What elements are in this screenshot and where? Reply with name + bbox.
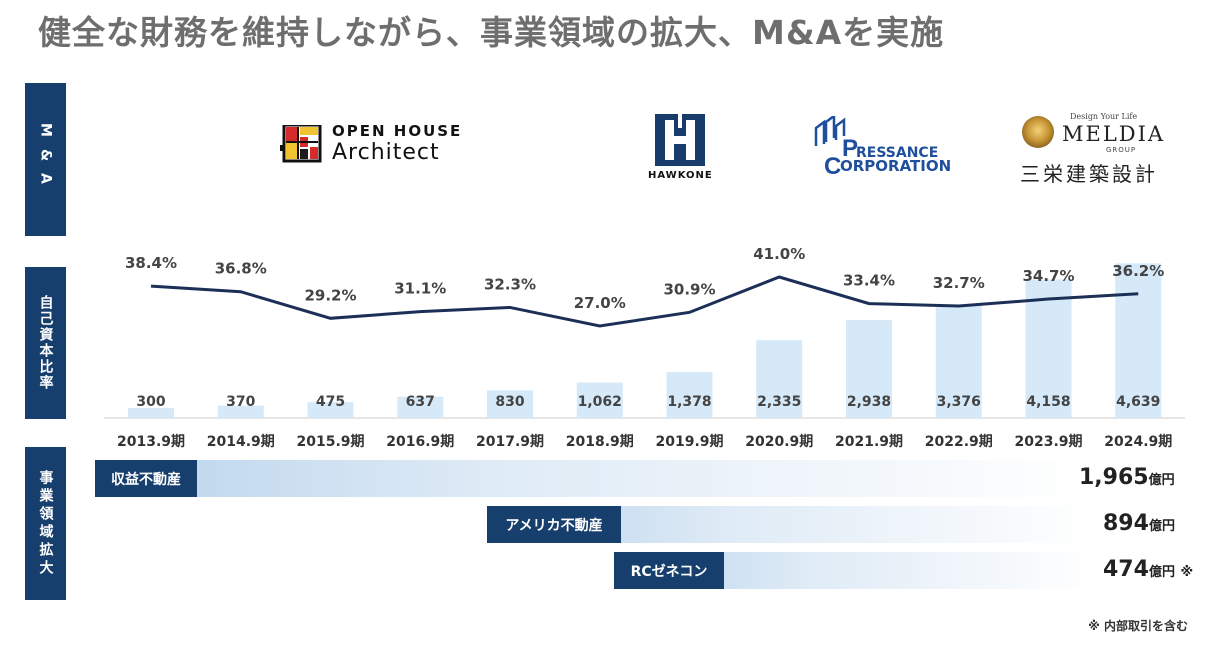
bar	[217, 405, 264, 418]
domain-bar-fill	[95, 460, 1095, 497]
domain-bar-us-real-estate: アメリカ不動産	[487, 506, 1095, 543]
line-label: 30.9%	[663, 280, 715, 298]
domain-value-number: 894	[1103, 511, 1149, 536]
line-label: 33.4%	[843, 272, 895, 290]
section-label-domain-expansion: 事業領域拡大	[25, 447, 66, 600]
footnote: ※ 内部取引を含む	[1088, 619, 1188, 633]
line-label: 32.7%	[933, 274, 985, 292]
hawkone-logo: HAWKONE	[648, 114, 712, 186]
line-label: 36.8%	[215, 260, 267, 278]
bar-label: 1,378	[667, 394, 711, 410]
domain-value-number: 1,965	[1079, 465, 1149, 490]
pressance-logo-text: RESSANCE	[856, 145, 939, 161]
x-tick-label: 2019.9期	[655, 434, 723, 450]
bar-label: 4,158	[1026, 394, 1070, 410]
section-label-ma: M & A	[25, 83, 66, 236]
bar	[1115, 263, 1162, 418]
pressance-building-icon: P C	[814, 116, 858, 178]
bar-label: 370	[226, 394, 255, 410]
bar	[846, 320, 892, 418]
x-tick-label: 2013.9期	[117, 434, 185, 450]
meldia-group-text: GROUP	[1106, 146, 1137, 154]
section-label-ma-3: A	[37, 173, 54, 196]
bar	[128, 408, 174, 418]
x-tick-label: 2022.9期	[925, 434, 993, 450]
meldia-emblem-icon	[1022, 116, 1054, 148]
meldia-tagline: Design Your Life	[1070, 112, 1138, 121]
domain-bar-revenue-real-estate: 収益不動産	[95, 460, 1095, 497]
x-tick-label: 2021.9期	[835, 434, 903, 450]
line-label: 38.4%	[125, 254, 177, 272]
open-house-architect-logo: OPEN HOUSE Architect	[280, 120, 460, 170]
open-house-logo-text: OPEN HOUSE	[332, 122, 463, 140]
domain-value-number: 474	[1103, 557, 1149, 582]
domain-value: 474億円 ※	[1103, 557, 1193, 582]
bar	[756, 340, 803, 418]
bar	[307, 402, 354, 418]
x-tick-label: 2023.9期	[1014, 434, 1082, 450]
line-label: 34.7%	[1022, 267, 1074, 285]
architect-logo-text: Architect	[332, 140, 440, 165]
bar-label: 475	[316, 394, 345, 410]
bar	[1025, 279, 1072, 418]
section-label-equity-ratio: 自己資本比率	[25, 267, 66, 419]
line-label: 27.0%	[574, 294, 626, 312]
domain-value: 894億円	[1103, 511, 1175, 536]
x-tick-label: 2024.9期	[1104, 434, 1172, 450]
section-label-ma-2: &	[37, 148, 54, 174]
equity-ratio-line	[150, 275, 1139, 328]
bar-label: 637	[406, 394, 435, 410]
bar	[576, 382, 623, 418]
meldia-logo-text: MELDIA	[1062, 122, 1166, 146]
pressance-corporation-logo: P C RESSANCE ORPORATION	[812, 116, 957, 178]
hawkone-logo-text: HAWKONE	[648, 170, 713, 181]
domain-bar-rc-general-contractor: RCゼネコン	[614, 552, 1095, 589]
corporation-logo-text: ORPORATION	[840, 157, 952, 175]
bar-label: 2,335	[757, 394, 801, 410]
domain-value-unit: 億円	[1148, 519, 1175, 534]
x-tick-label: 2016.9期	[386, 434, 454, 450]
pressance-p-letter: P	[842, 135, 858, 162]
domain-label: アメリカ不動産	[487, 506, 621, 543]
domain-label: RCゼネコン	[614, 552, 724, 589]
domain-value-unit: 億円	[1148, 473, 1175, 488]
bar	[935, 305, 982, 418]
bar-label: 830	[495, 394, 524, 410]
bar-label: 2,938	[847, 394, 891, 410]
x-tick-label: 2014.9期	[207, 434, 275, 450]
open-house-mark-icon	[280, 125, 322, 163]
meldia-group-logo: Design Your Life MELDIA GROUP 三栄建築設計	[1018, 112, 1168, 186]
line-label: 41.0%	[753, 245, 805, 263]
x-tick-label: 2017.9期	[476, 434, 544, 450]
x-tick-label: 2015.9期	[296, 434, 364, 450]
x-tick-label: 2018.9期	[566, 434, 634, 450]
bar	[397, 396, 444, 418]
domain-value: 1,965億円	[1079, 465, 1175, 490]
bar-label: 300	[136, 394, 165, 410]
bar	[487, 390, 533, 418]
x-tick-label: 2020.9期	[745, 434, 813, 450]
section-label-ma-1: M	[37, 123, 54, 149]
bar-label: 3,376	[937, 394, 981, 410]
pressance-c-letter: C	[824, 153, 841, 178]
domain-value-unit: 億円	[1148, 565, 1175, 580]
line-label: 31.1%	[394, 280, 446, 298]
sanei-kenchiku-logo-text: 三栄建築設計	[1020, 162, 1158, 186]
bar-label: 1,062	[578, 394, 622, 410]
line-label: 36.2%	[1112, 262, 1164, 280]
bar	[666, 372, 713, 418]
line-label: 32.3%	[484, 275, 536, 293]
domain-value-note: ※	[1180, 565, 1194, 580]
line-label: 29.2%	[304, 286, 356, 304]
hawkone-mark-icon	[655, 114, 705, 166]
bar-label: 4,639	[1116, 394, 1160, 410]
page-title: 健全な財務を維持しながら、事業領域の拡大、M&Aを実施	[38, 13, 945, 52]
domain-label: 収益不動産	[95, 460, 197, 497]
